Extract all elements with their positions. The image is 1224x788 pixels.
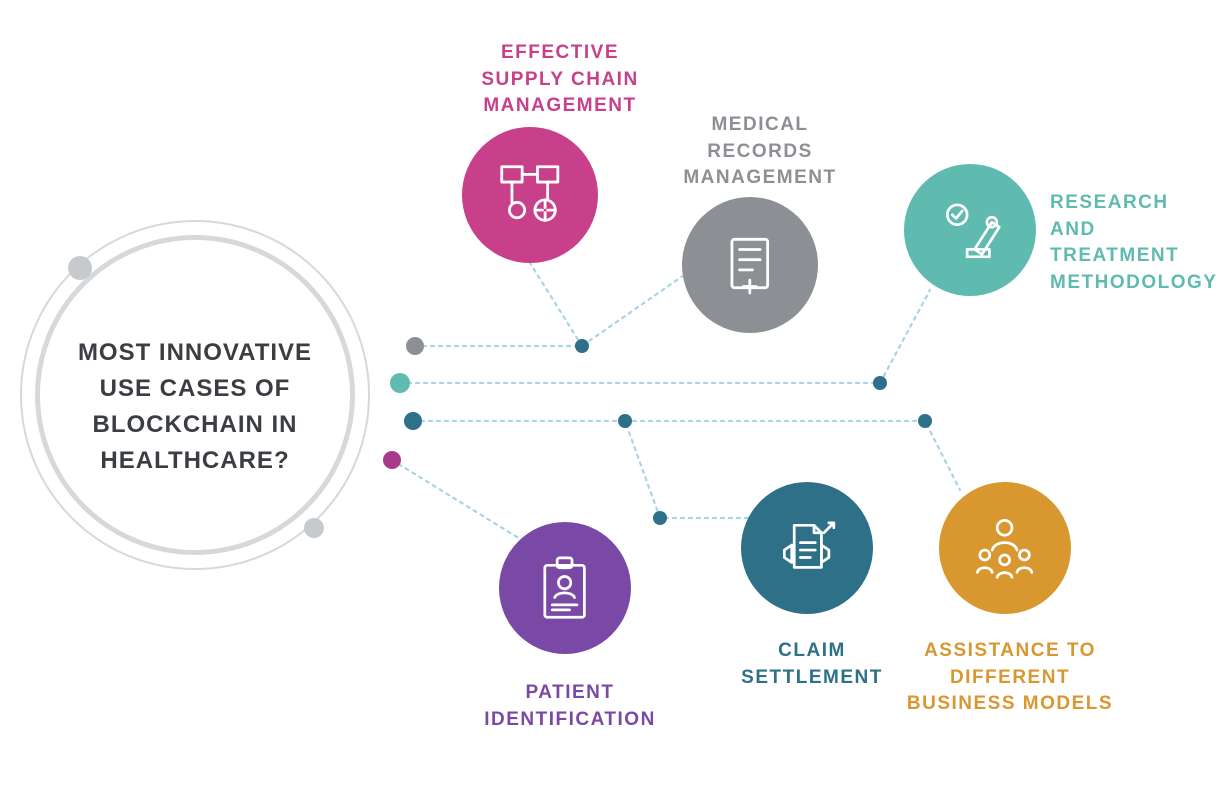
node-patient-id <box>499 522 631 654</box>
node-label-supply-chain: Effective Supply Chain Management <box>460 40 660 120</box>
connector-dot <box>406 337 424 355</box>
research-icon <box>904 164 1036 296</box>
ring-accent-dot <box>68 256 92 280</box>
node-label-patient-id: Patient Identification <box>475 680 665 733</box>
supply-chain-icon <box>462 127 598 263</box>
node-research <box>904 164 1036 296</box>
assistance-icon <box>939 482 1071 614</box>
connector-dot <box>404 412 422 430</box>
connector-dot <box>918 414 932 428</box>
node-assistance <box>939 482 1071 614</box>
patient-id-icon <box>499 522 631 654</box>
node-label-research: Research and Treatment Methodology <box>1050 190 1205 296</box>
connector-dot <box>383 451 401 469</box>
connector-dot <box>653 511 667 525</box>
claim-icon <box>741 482 873 614</box>
ring-accent-dot <box>304 518 324 538</box>
node-label-medical-records: Medical Records Management <box>660 112 860 192</box>
node-label-assistance: Assistance to different business models <box>900 638 1120 718</box>
node-supply-chain <box>462 127 598 263</box>
connector-dot <box>618 414 632 428</box>
connector-dot <box>575 339 589 353</box>
node-medical-records <box>682 197 818 333</box>
node-claim <box>741 482 873 614</box>
connector-dot <box>873 376 887 390</box>
central-title: Most innovative use cases of blockchain … <box>55 335 335 479</box>
medical-records-icon <box>682 197 818 333</box>
node-label-claim: Claim Settlement <box>727 638 897 691</box>
connector-dot <box>390 373 410 393</box>
